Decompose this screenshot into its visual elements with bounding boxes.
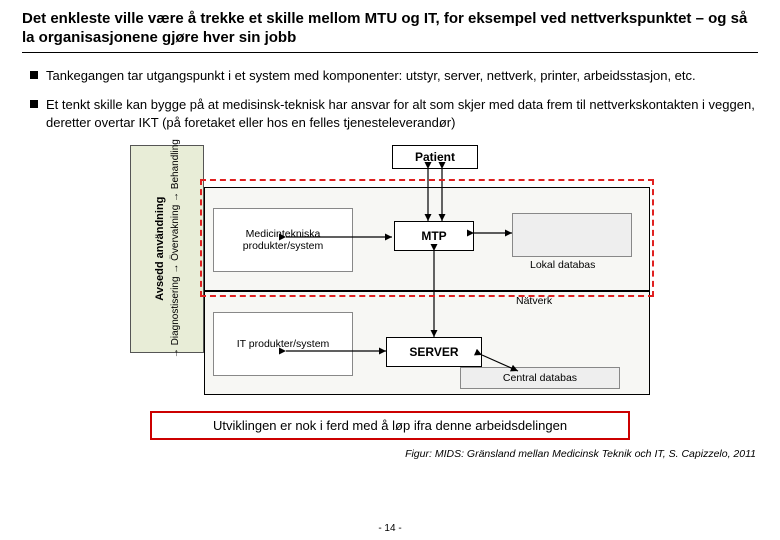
mtp-products-label: Medicintekniska produkter/system [213,208,353,272]
mtp-node: MTP [394,221,474,251]
bullet-marker-icon [30,100,38,108]
bullet-marker-icon [30,71,38,79]
local-db-label: Lokal databas [530,259,595,271]
callout-box: Utviklingen er nok i ferd med å løp ifra… [150,411,630,440]
sidebar-usage: Avsedd användning → Diagnostisering → Öv… [130,145,204,353]
bullet-text: Tankegangen tar utgangspunkt i et system… [46,67,758,85]
bullet-list: Tankegangen tar utgangspunkt i et system… [22,67,758,144]
network-label: Nätverk [516,295,552,307]
page-number: - 14 - [0,523,780,534]
sidebar-heading: Avsedd användning [152,140,166,359]
local-db-icon [512,213,632,257]
figure-source: Figur: MIDS: Gränsland mellan Medicinsk … [22,448,758,460]
it-products-label: IT produkter/system [213,312,353,376]
list-item: Tankegangen tar utgangspunkt i et system… [30,67,758,85]
central-db-label: Central databas [460,367,620,389]
server-node: SERVER [386,337,482,367]
patient-node: Patient [392,145,478,169]
page-title: Det enkleste ville være å trekke et skil… [22,10,758,53]
bullet-text: Et tenkt skille kan bygge på at medisins… [46,96,758,131]
sidebar-items: → Diagnostisering → Övervakning → Behand… [170,140,181,359]
list-item: Et tenkt skille kan bygge på at medisins… [30,96,758,131]
system-diagram: Patient Avsedd användning → Diagnostiser… [130,145,650,405]
